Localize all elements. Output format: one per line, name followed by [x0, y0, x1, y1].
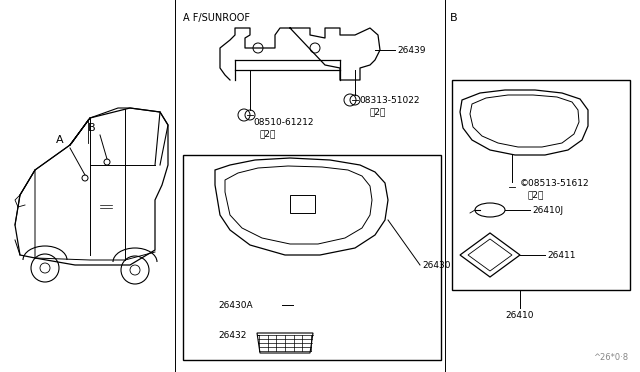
Text: （2）: （2） — [370, 108, 387, 116]
Bar — [452, 80, 630, 290]
Bar — [290, 195, 315, 213]
Text: ^26*0·8: ^26*0·8 — [593, 353, 628, 362]
Text: 26432: 26432 — [218, 330, 246, 340]
Text: 26430A: 26430A — [218, 301, 253, 310]
Circle shape — [82, 175, 88, 181]
Text: B: B — [450, 13, 458, 23]
Text: ©08513-51612: ©08513-51612 — [520, 179, 589, 187]
Text: 26410: 26410 — [506, 311, 534, 320]
Text: 08510-61212: 08510-61212 — [253, 118, 314, 126]
Text: 26410J: 26410J — [532, 205, 563, 215]
Text: 26430: 26430 — [422, 260, 451, 269]
Text: （2）: （2） — [527, 190, 543, 199]
Text: 26411: 26411 — [547, 250, 575, 260]
Text: A: A — [56, 135, 64, 145]
Text: A F/SUNROOF: A F/SUNROOF — [183, 13, 250, 23]
Circle shape — [104, 159, 110, 165]
Text: B: B — [88, 123, 96, 133]
Text: 08313-51022: 08313-51022 — [359, 96, 419, 105]
Text: （2）: （2） — [260, 129, 276, 138]
Bar — [183, 155, 441, 360]
Text: 26439: 26439 — [397, 45, 426, 55]
